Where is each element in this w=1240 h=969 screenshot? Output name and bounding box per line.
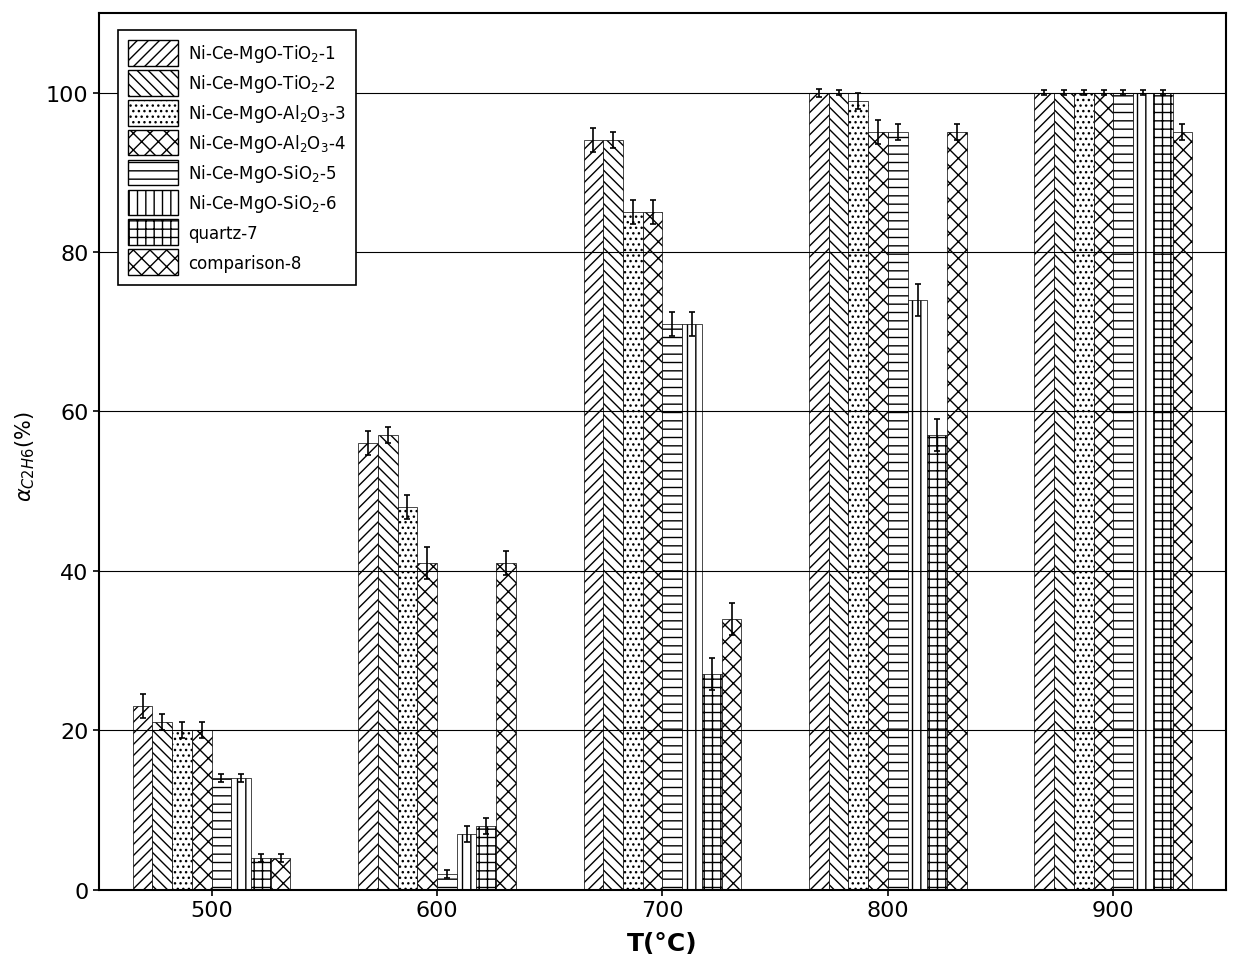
Bar (702, 674, 722, 890)
Bar (868, 134, 888, 890)
Bar (250, 858, 270, 890)
Bar (358, 444, 378, 890)
Bar (888, 134, 908, 890)
Bar (418, 563, 436, 890)
Bar (192, 731, 212, 890)
Bar (270, 858, 290, 890)
Bar (1074, 93, 1094, 890)
Y-axis label: $\alpha_{C2H6}$(%)  : $\alpha_{C2H6}$(%) (14, 402, 37, 501)
Bar (1094, 93, 1114, 890)
Bar (1034, 93, 1054, 890)
Bar (398, 508, 418, 890)
Bar (456, 834, 476, 890)
Bar (1153, 93, 1173, 890)
Bar (1054, 93, 1074, 890)
Bar (808, 93, 828, 890)
Bar (584, 141, 604, 890)
Bar (1114, 93, 1133, 890)
Bar (476, 826, 496, 890)
Bar (172, 731, 192, 890)
Bar (848, 102, 868, 890)
Bar (642, 213, 662, 890)
Bar (378, 436, 398, 890)
Bar (212, 778, 232, 890)
Bar (604, 141, 622, 890)
Bar (153, 723, 172, 890)
Bar (436, 874, 456, 890)
Bar (496, 563, 516, 890)
X-axis label: T(°C): T(°C) (627, 931, 698, 955)
Bar (828, 93, 848, 890)
Bar (662, 325, 682, 890)
Bar (133, 706, 153, 890)
Bar (1133, 93, 1153, 890)
Bar (682, 325, 702, 890)
Bar (928, 436, 947, 890)
Bar (908, 300, 928, 890)
Bar (722, 619, 742, 890)
Bar (232, 778, 250, 890)
Bar (947, 134, 967, 890)
Bar (622, 213, 642, 890)
Bar (1173, 134, 1193, 890)
Legend: Ni-Ce-MgO-TiO$_2$-1, Ni-Ce-MgO-TiO$_2$-2, Ni-Ce-MgO-Al$_2$O$_3$-3, Ni-Ce-MgO-Al$: Ni-Ce-MgO-TiO$_2$-1, Ni-Ce-MgO-TiO$_2$-2… (119, 31, 356, 286)
